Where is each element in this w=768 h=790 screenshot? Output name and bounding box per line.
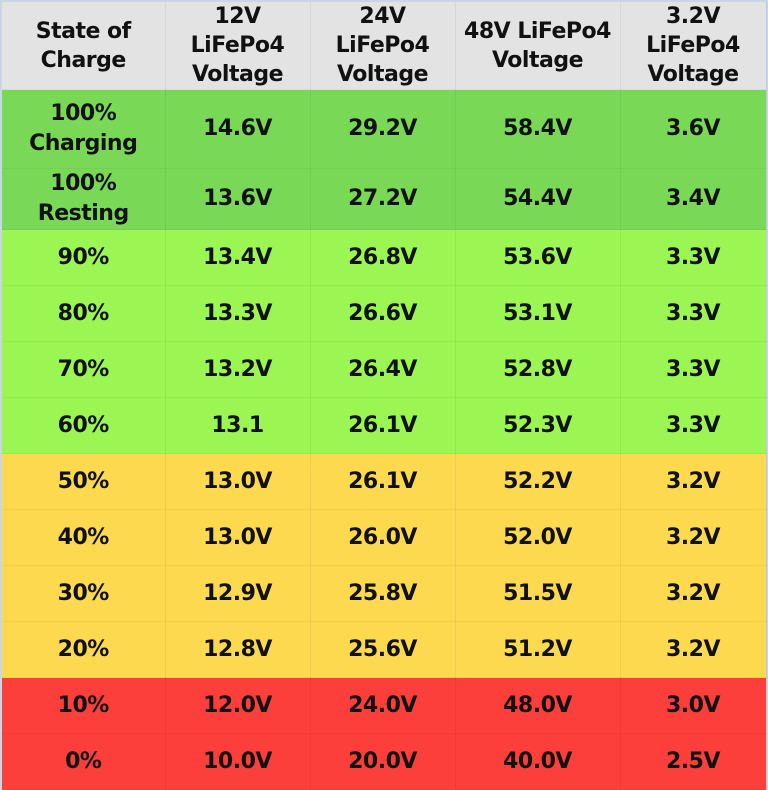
- soc-cell: 30%: [2, 565, 166, 622]
- v12-cell: 12.0V: [165, 677, 311, 734]
- header-line: 3.2V LiFePo4: [646, 4, 740, 58]
- soc-cell: 100% Charging: [2, 89, 166, 169]
- table-row: 80% 13.3V 26.6V 53.1V 3.3V: [2, 285, 767, 342]
- v48-cell: 58.4V: [455, 89, 621, 169]
- v24-cell: 26.1V: [310, 397, 456, 454]
- v32-cell: 3.3V: [620, 397, 767, 454]
- header-line: 48V LiFePo4: [464, 18, 611, 44]
- v48-cell: 51.5V: [455, 565, 621, 622]
- header-line: 24V LiFePo4: [335, 4, 430, 58]
- header-line: Charge: [40, 47, 127, 73]
- table-row: 60% 13.1 26.1V 52.3V 3.3V: [2, 397, 767, 454]
- header-line: 12V LiFePo4: [190, 4, 285, 58]
- table-row: 100% Resting 13.6V 27.2V 54.4V 3.4V: [2, 168, 767, 230]
- v48-cell: 40.0V: [455, 733, 621, 790]
- v48-cell: 52.3V: [455, 397, 621, 454]
- v12-cell: 13.6V: [165, 168, 311, 230]
- v32-cell: 3.3V: [620, 229, 767, 286]
- v32-cell: 3.2V: [620, 509, 767, 566]
- v32-cell: 3.6V: [620, 89, 767, 169]
- header-row: State of Charge 12V LiFePo4 Voltage 24V Li…: [2, 2, 767, 90]
- soc-cell: 0%: [2, 733, 166, 790]
- table-row: 30% 12.9V 25.8V 51.5V 3.2V: [2, 565, 767, 622]
- v24-cell: 26.8V: [310, 229, 456, 286]
- table-row: 20% 12.8V 25.6V 51.2V 3.2V: [2, 621, 767, 678]
- v12-cell: 12.9V: [165, 565, 311, 622]
- soc-cell: 10%: [2, 677, 166, 734]
- header-line: Voltage: [191, 62, 284, 87]
- v32-cell: 3.3V: [620, 285, 767, 342]
- v12-cell: 14.6V: [165, 89, 311, 169]
- v32-cell: 3.0V: [620, 677, 767, 734]
- header-48v: 48V LiFePo4 Voltage: [455, 2, 621, 90]
- table-row: 70% 13.2V 26.4V 52.8V 3.3V: [2, 341, 767, 398]
- v24-cell: 26.6V: [310, 285, 456, 342]
- header-line: Voltage: [491, 47, 584, 73]
- v48-cell: 52.0V: [455, 509, 621, 566]
- header-state-of-charge: State of Charge: [2, 2, 166, 90]
- soc-cell: 20%: [2, 621, 166, 678]
- v24-cell: 25.8V: [310, 565, 456, 622]
- table-row: 10% 12.0V 24.0V 48.0V 3.0V: [2, 677, 767, 734]
- v32-cell: 3.4V: [620, 168, 767, 230]
- table-row: 50% 13.0V 26.1V 52.2V 3.2V: [2, 453, 767, 510]
- v12-cell: 13.4V: [165, 229, 311, 286]
- v24-cell: 29.2V: [310, 89, 456, 169]
- v12-cell: 12.8V: [165, 621, 311, 678]
- soc-cell: 50%: [2, 453, 166, 510]
- header-line: Voltage: [647, 62, 739, 87]
- v12-cell: 10.0V: [165, 733, 311, 790]
- soc-cell: 60%: [2, 397, 166, 454]
- soc-cell: 90%: [2, 229, 166, 286]
- v48-cell: 54.4V: [455, 168, 621, 230]
- soc-line: Charging: [29, 131, 138, 156]
- v32-cell: 3.3V: [620, 341, 767, 398]
- v12-cell: 13.0V: [165, 509, 311, 566]
- v12-cell: 13.2V: [165, 341, 311, 398]
- v24-cell: 26.4V: [310, 341, 456, 398]
- v24-cell: 25.6V: [310, 621, 456, 678]
- header-24v: 24V LiFePo4 Voltage: [310, 2, 456, 90]
- v24-cell: 26.1V: [310, 453, 456, 510]
- table-row: 0% 10.0V 20.0V 40.0V 2.5V: [2, 733, 767, 790]
- v24-cell: 27.2V: [310, 168, 456, 230]
- header-3-2v: 3.2V LiFePo4 Voltage: [620, 2, 767, 90]
- soc-cell: 100% Resting: [2, 168, 166, 230]
- v32-cell: 3.2V: [620, 453, 767, 510]
- v48-cell: 53.6V: [455, 229, 621, 286]
- v32-cell: 2.5V: [620, 733, 767, 790]
- soc-cell: 80%: [2, 285, 166, 342]
- soc-cell: 70%: [2, 341, 166, 398]
- v48-cell: 52.2V: [455, 453, 621, 510]
- table-row: 100% Charging 14.6V 29.2V 58.4V 3.6V: [2, 89, 767, 169]
- header-line: Voltage: [336, 62, 429, 87]
- table-row: 40% 13.0V 26.0V 52.0V 3.2V: [2, 509, 767, 566]
- v12-cell: 13.0V: [165, 453, 311, 510]
- v12-cell: 13.1: [165, 397, 311, 454]
- v48-cell: 51.2V: [455, 621, 621, 678]
- header-12v: 12V LiFePo4 Voltage: [165, 2, 311, 90]
- soc-line: 100%: [50, 101, 117, 126]
- v48-cell: 53.1V: [455, 285, 621, 342]
- v32-cell: 3.2V: [620, 621, 767, 678]
- v48-cell: 52.8V: [455, 341, 621, 398]
- v24-cell: 26.0V: [310, 509, 456, 566]
- v24-cell: 20.0V: [310, 733, 456, 790]
- soc-cell: 40%: [2, 509, 166, 566]
- header-line: State of: [35, 18, 132, 44]
- v24-cell: 24.0V: [310, 677, 456, 734]
- v12-cell: 13.3V: [165, 285, 311, 342]
- v48-cell: 48.0V: [455, 677, 621, 734]
- table-row: 90% 13.4V 26.8V 53.6V 3.3V: [2, 229, 767, 286]
- v32-cell: 3.2V: [620, 565, 767, 622]
